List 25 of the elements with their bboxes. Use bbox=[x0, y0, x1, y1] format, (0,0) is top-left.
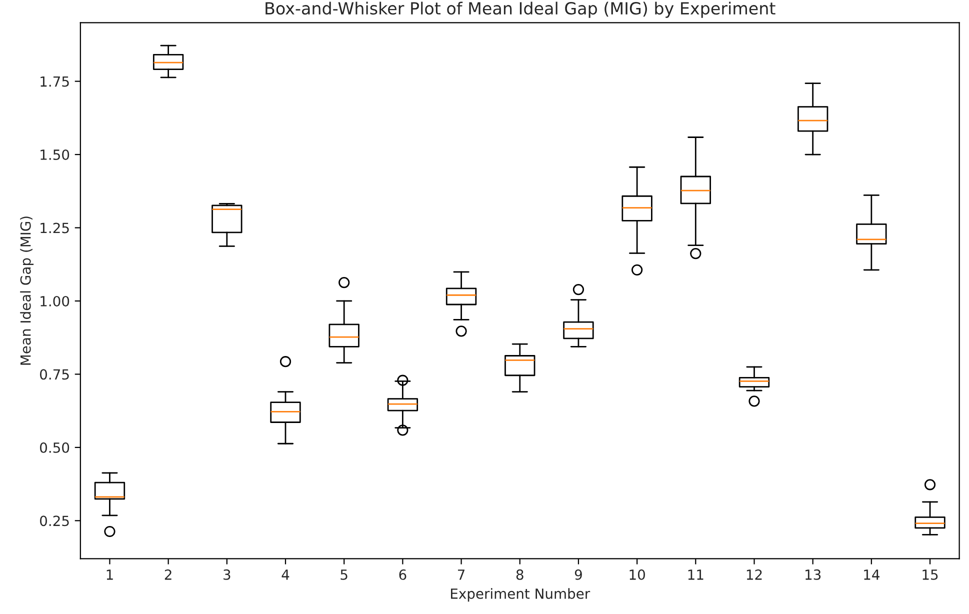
x-tick-label: 11 bbox=[688, 570, 704, 580]
x-tick-label: 3 bbox=[224, 569, 230, 580]
y-tick-label: 1.75 bbox=[40, 76, 69, 87]
x-tick-label: 8 bbox=[516, 569, 524, 580]
y-tick-label: 0.75 bbox=[40, 369, 69, 380]
y-tick-label: 1.00 bbox=[40, 296, 70, 306]
x-tick-label: 4 bbox=[282, 570, 290, 580]
x-tick-label: 15 bbox=[922, 570, 938, 580]
y-axis-title: Mean Ideal Gap (MIG) bbox=[20, 216, 34, 365]
x-axis-title: Experiment Number bbox=[451, 588, 590, 602]
x-tick-label: 7 bbox=[458, 570, 465, 580]
x-tick-label: 13 bbox=[806, 569, 821, 580]
x-tick-label: 9 bbox=[574, 569, 582, 580]
x-tick-label: 6 bbox=[399, 569, 406, 580]
y-tick-label: 1.50 bbox=[40, 149, 70, 160]
y-tick-label: 1.25 bbox=[40, 222, 69, 234]
x-tick-label: 12 bbox=[746, 569, 762, 580]
x-tick-label: 5 bbox=[340, 570, 348, 580]
x-tick-label: 2 bbox=[164, 569, 172, 580]
x-tick-label: 10 bbox=[630, 569, 645, 580]
chart-title: Box-and-Whisker Plot of Mean Ideal Gap (MIG) by Experiment bbox=[266, 2, 776, 18]
x-tick-label: 1 bbox=[106, 570, 113, 580]
y-tick-label: 0.25 bbox=[40, 516, 69, 526]
y-tick-label: 0.50 bbox=[40, 442, 70, 453]
x-tick-label: 14 bbox=[864, 570, 880, 580]
